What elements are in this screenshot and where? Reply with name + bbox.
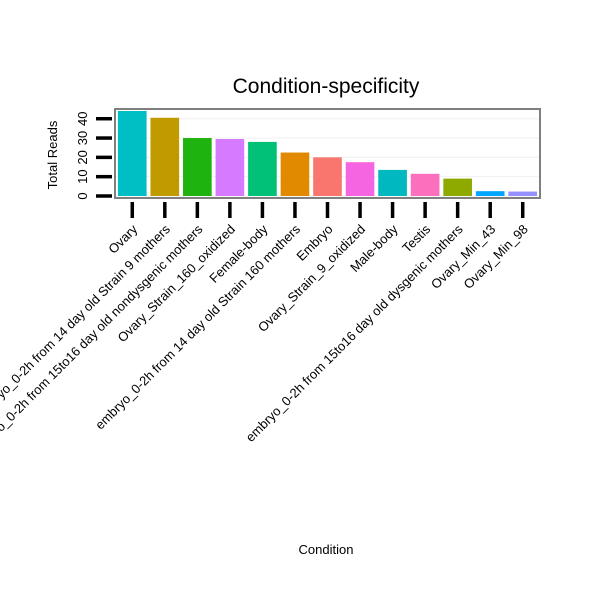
y-tick-label-2: 20 (75, 150, 90, 164)
bar-7 (345, 162, 375, 196)
bars-layer (117, 111, 538, 196)
chart-title: Condition-specificity (233, 75, 420, 98)
plot-panel-border (114, 108, 541, 199)
y-tick-label-3: 30 (75, 131, 90, 145)
x-axis-label: Condition (299, 542, 354, 557)
y-axis: 0 10 20 30 40 (75, 111, 112, 200)
bar-3 (215, 139, 245, 196)
bar-0 (117, 111, 147, 196)
y-tick-label-1: 10 (75, 169, 90, 183)
bar-9 (410, 173, 440, 196)
bar-8 (378, 169, 407, 196)
bar-1 (150, 117, 180, 196)
y-axis-label: Total Reads (45, 120, 60, 189)
bar-5 (280, 152, 310, 196)
bar-11 (475, 191, 505, 196)
bar-10 (443, 178, 472, 196)
bar-12 (508, 191, 538, 196)
bar-6 (313, 157, 342, 196)
bar-2 (183, 138, 212, 196)
y-tick-label-4: 40 (75, 111, 90, 125)
bar-4 (248, 141, 277, 196)
y-tick-label-0: 0 (75, 192, 90, 199)
